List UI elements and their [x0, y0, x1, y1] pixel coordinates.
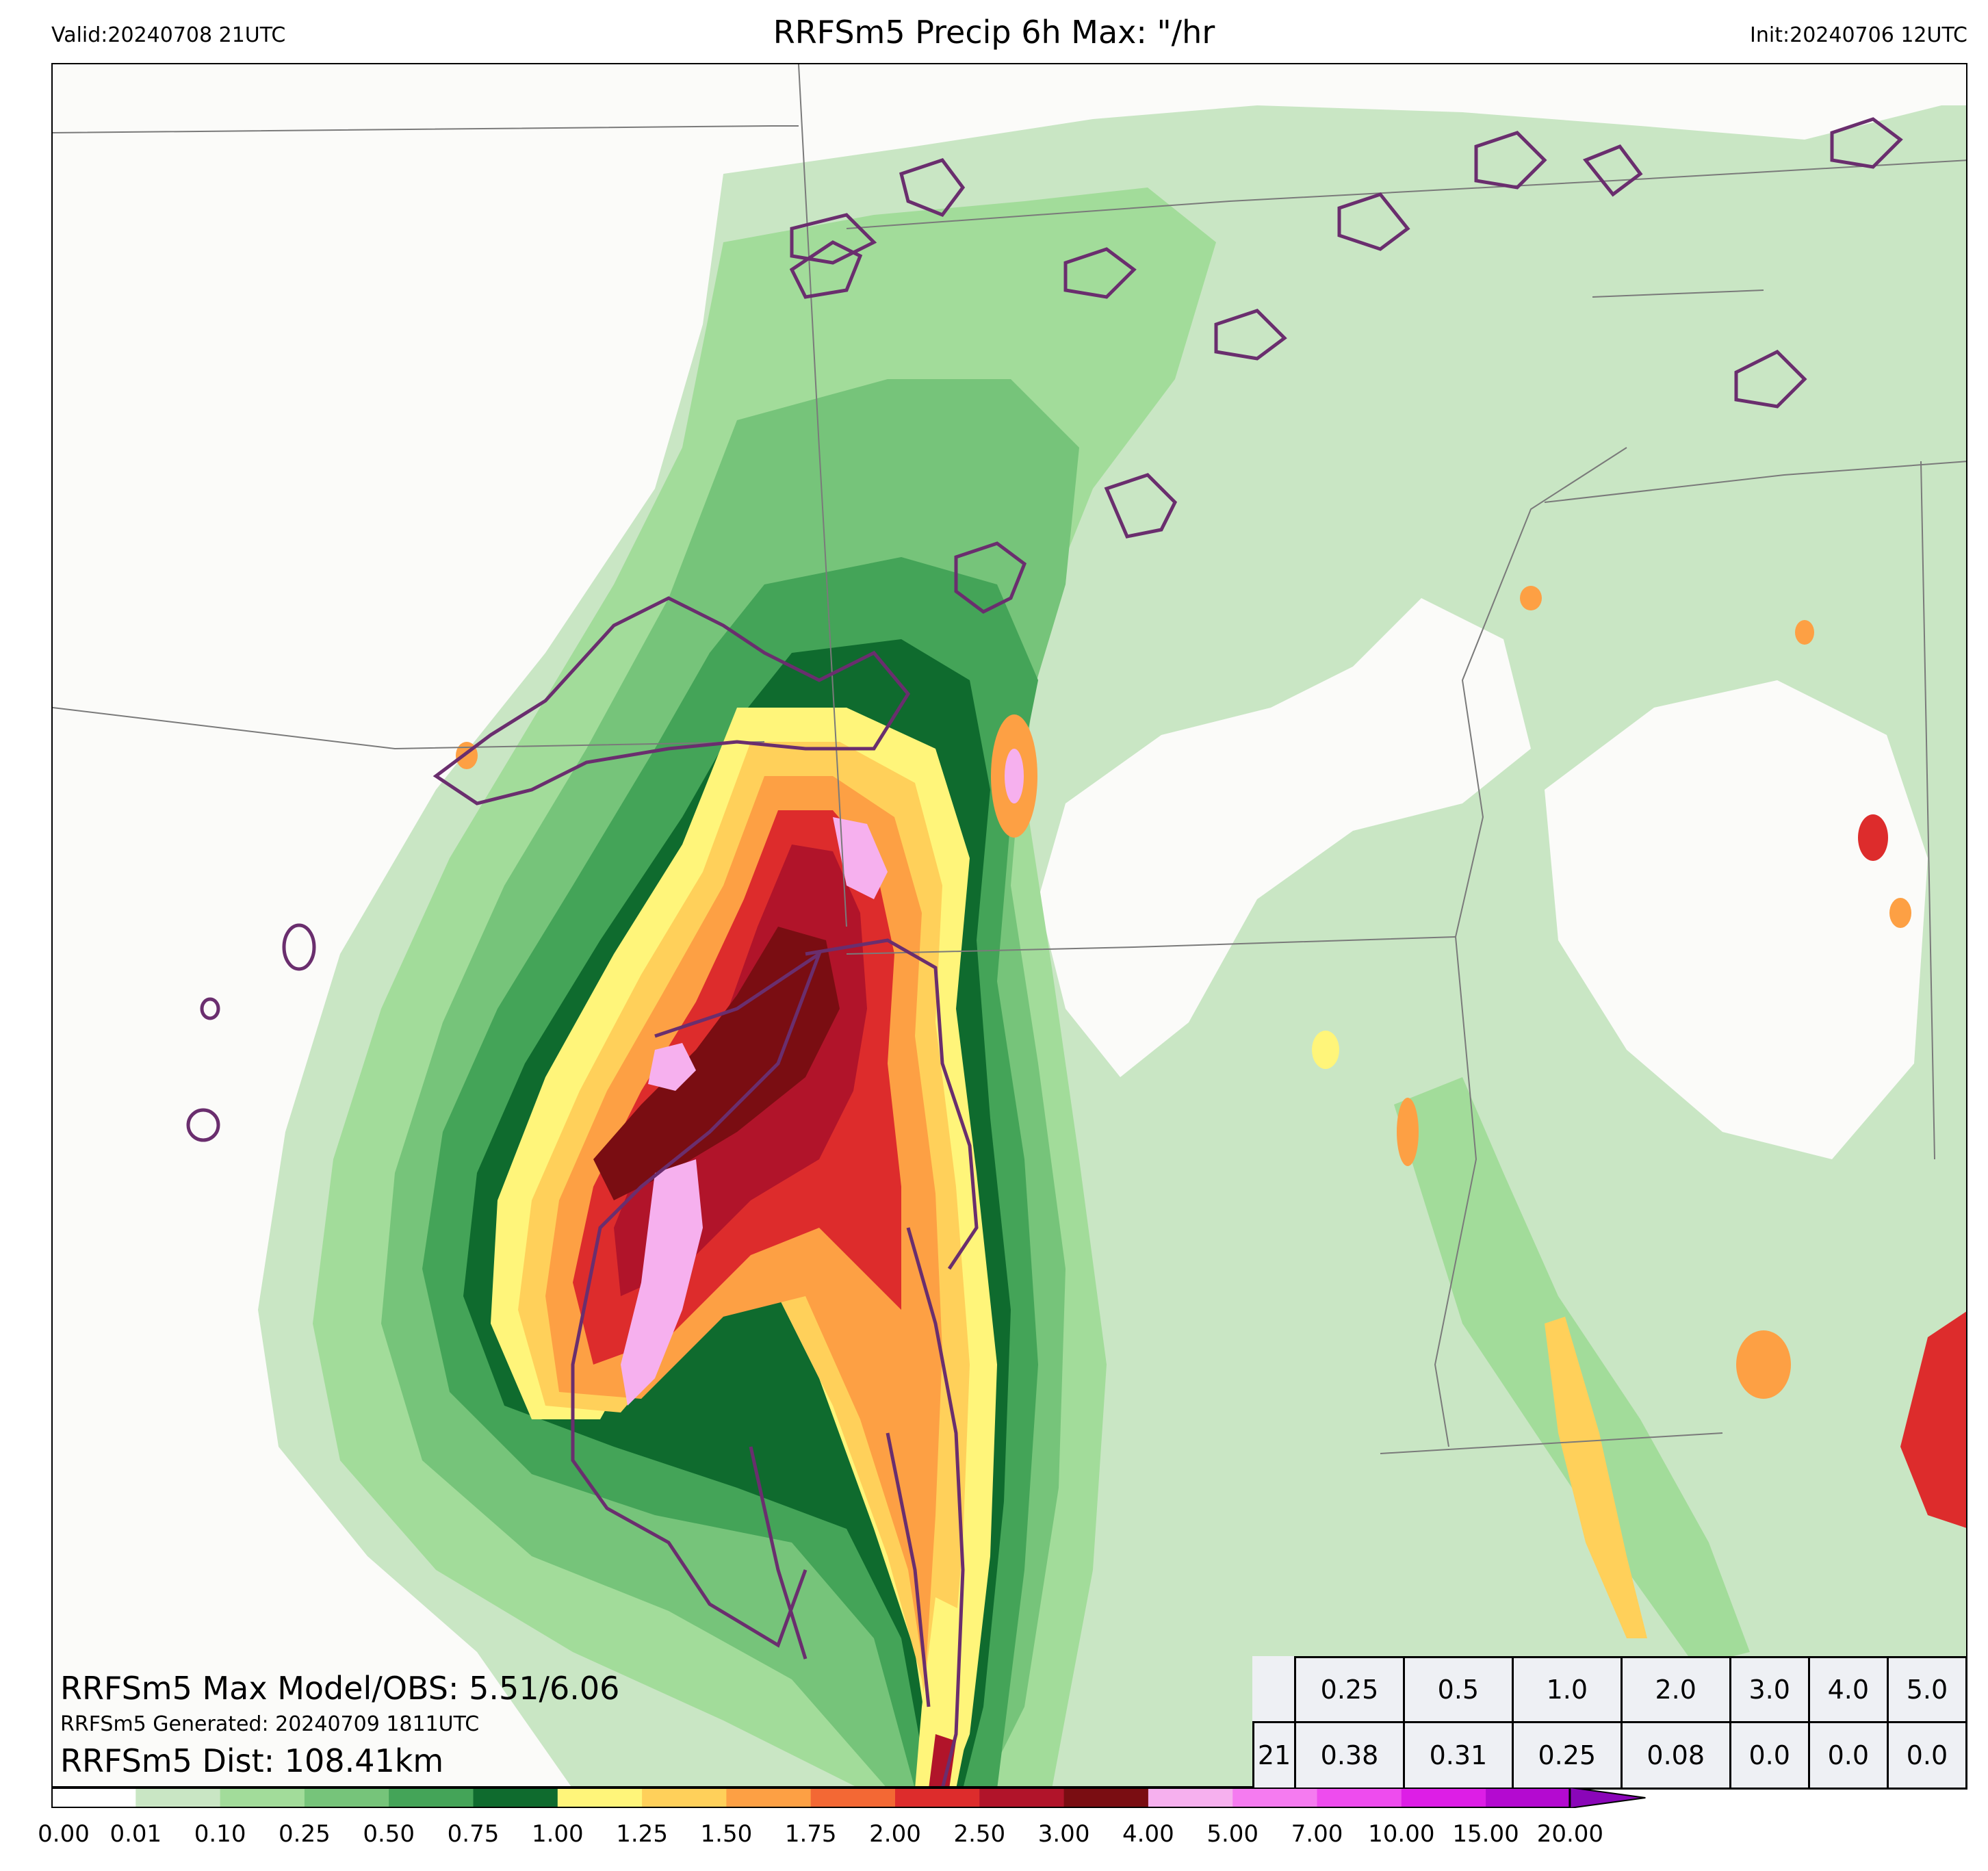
value-cell: 0.38: [1294, 1721, 1405, 1790]
colorbar-segment: [557, 1788, 643, 1808]
precip-map[interactable]: [51, 63, 1967, 1788]
generated-label: RRFSm5 Generated: 20240709 1811UTC: [60, 1712, 480, 1736]
precip-core-400: [593, 927, 840, 1200]
colorbar-tick-label: 7.00: [1291, 1820, 1343, 1848]
colorbar-segment: [726, 1788, 812, 1808]
dry-area-2: [1545, 680, 1928, 1159]
storm-cell-2: [1312, 1031, 1339, 1069]
value-cell: 0.25: [1511, 1721, 1623, 1790]
threshold-cell: 2.0: [1620, 1656, 1731, 1723]
value-cell: 0.0: [1729, 1721, 1810, 1790]
colorbar-tick-label: 0.25: [279, 1820, 331, 1848]
map-title: RRFSm5 Precip 6h Max: "/hr: [773, 14, 1215, 51]
colorbar-tick-label: 4.00: [1122, 1820, 1174, 1848]
colorbar-border: [51, 1788, 1571, 1808]
observed-contours: [186, 117, 1903, 1786]
threshold-stats-table: 0.25 0.5 1.0 2.0 3.0 4.0 5.0 21 0.38 0.3…: [1252, 1656, 1968, 1790]
colorbar-tick-label: 5.00: [1206, 1820, 1259, 1848]
colorbar-tick-label: 10.00: [1368, 1820, 1435, 1848]
value-row: 21 0.38 0.31 0.25 0.08 0.0 0.0 0.0: [1252, 1721, 1968, 1790]
colorbar-tick-label: 0.10: [194, 1820, 246, 1848]
colorbar-tick-label: 2.00: [869, 1820, 921, 1848]
blank-cell: [1253, 1657, 1296, 1723]
precip-core-500c: [621, 1159, 703, 1406]
colorbar-tick-label: 3.00: [1037, 1820, 1090, 1848]
threshold-cell: 4.0: [1807, 1656, 1889, 1723]
colorbar-segment: [642, 1788, 727, 1808]
colorbar-tick-label: 1.00: [531, 1820, 584, 1848]
colorbar-tick-label: 1.50: [700, 1820, 753, 1848]
value-cell: 0.08: [1620, 1721, 1731, 1790]
colorbar-tick-label: 0.75: [447, 1820, 500, 1848]
colorbar-tick-label: 0.01: [109, 1820, 162, 1848]
dry-area-1: [1038, 598, 1531, 1077]
storm-cell-4: [1889, 898, 1911, 928]
storm-cell-9: [1900, 1311, 1966, 1528]
value-cell: 0.31: [1402, 1721, 1514, 1790]
storm-cell-3: [1858, 814, 1888, 861]
colorbar-tick-label: 15.00: [1452, 1820, 1519, 1848]
value-cell: 0.0: [1886, 1721, 1968, 1790]
colorbar-segment: [51, 1788, 136, 1808]
colorbar-segment: [304, 1788, 389, 1808]
valid-time-label: Valid:20240708 21UTC: [51, 23, 286, 47]
colorbar-segment: [1232, 1788, 1318, 1808]
colorbar-segment: [1063, 1788, 1149, 1808]
colorbar-segment: [1401, 1788, 1486, 1808]
threshold-cell: 3.0: [1729, 1656, 1810, 1723]
precip-field: [53, 64, 1966, 1786]
colorbar-segment: [1148, 1788, 1233, 1808]
max-model-obs-label: RRFSm5 Max Model/OBS: 5.51/6.06: [60, 1670, 620, 1707]
colorbar-segment: [895, 1788, 980, 1808]
init-time-label: Init:20240706 12UTC: [1750, 23, 1967, 47]
colorbar-tick-label: 2.50: [953, 1820, 1006, 1848]
storm-cell-1-core: [1005, 749, 1024, 803]
colorbar-extend-arrow: [1569, 1788, 1646, 1808]
threshold-cell: 0.5: [1402, 1656, 1514, 1723]
distance-label: RRFSm5 Dist: 108.41km: [60, 1742, 444, 1779]
colorbar-tick-label: 20.00: [1536, 1820, 1604, 1848]
colorbar-segment: [135, 1788, 221, 1808]
precip-south-core: [929, 1734, 956, 1786]
threshold-cell: 1.0: [1511, 1656, 1623, 1723]
colorbar-segment: [389, 1788, 474, 1808]
storm-cell-5: [1795, 620, 1814, 645]
colorbar-tick-label: 1.25: [616, 1820, 668, 1848]
colorbar-segment: [1486, 1788, 1571, 1808]
colorbar-segment: [1317, 1788, 1402, 1808]
colorbar-segment: [810, 1788, 896, 1808]
precip-core-500a: [833, 817, 888, 899]
threshold-cell: 5.0: [1886, 1656, 1968, 1723]
colorbar-segment: [220, 1788, 305, 1808]
colorbar: [51, 1788, 1646, 1808]
precip-core-500b: [648, 1043, 696, 1091]
colorbar-tick-label: 0.50: [363, 1820, 415, 1848]
colorbar-tick-label: 1.75: [784, 1820, 837, 1848]
value-cell: 0.0: [1807, 1721, 1889, 1790]
storm-cell-8: [1736, 1330, 1791, 1399]
threshold-cell: 0.25: [1294, 1656, 1405, 1723]
storm-cell-6: [1520, 586, 1542, 610]
threshold-row: 0.25 0.5 1.0 2.0 3.0 4.0 5.0: [1253, 1656, 1968, 1723]
storm-cell-7: [1397, 1098, 1419, 1166]
state-boundaries: [53, 64, 1966, 1454]
row-label-cell: 21: [1252, 1721, 1296, 1790]
colorbar-segment: [473, 1788, 558, 1808]
storm-line-east: [1545, 1317, 1647, 1638]
colorbar-segment: [979, 1788, 1065, 1808]
colorbar-tick-label: 0.00: [38, 1820, 90, 1848]
